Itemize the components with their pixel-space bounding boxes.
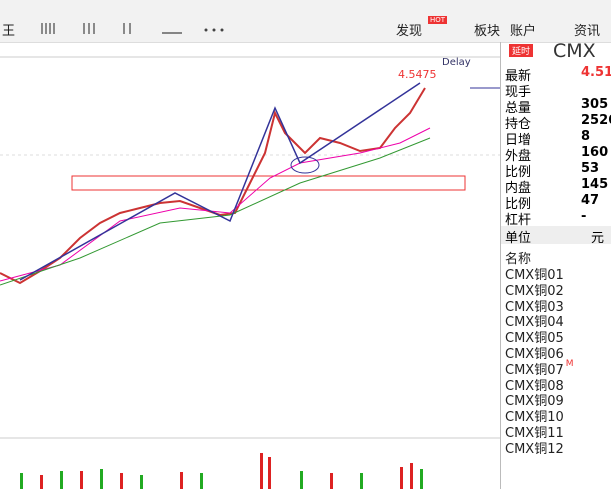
price-chart: Delay 4.5475 [0,56,500,489]
contract-item[interactable]: CMX铜02 [505,283,564,299]
quote-key: 杠杆 [505,213,532,228]
quote-value: 4.51 [581,65,611,80]
quote-row: 最新 4.51 [505,65,611,84]
quote-key: 日增 [505,133,532,148]
peak-label: 4.5475 [398,68,437,81]
quote-row: 内盘 145 [505,177,611,196]
contract-item[interactable]: CMX铜01 [505,268,564,283]
tab[interactable]: 资讯 [574,24,601,39]
price-line [0,87,426,285]
ma-line [0,137,431,286]
flag: M [565,358,574,369]
quote-value: 145 [581,177,609,192]
delay-label: Delay [442,57,471,68]
box [71,175,466,191]
list-header: 名称 [505,252,532,267]
quote-row: 比例 47 [505,193,611,212]
quote-value: - [581,209,587,224]
quote-row: 比例 53 [505,161,611,180]
quote-key: 内盘 [505,181,532,196]
contract-item[interactable]: CMX铜06 [505,347,564,362]
quote-key: 现手 [505,85,532,100]
quote-row: 外盘 160 [505,145,611,164]
quote-value: 8 [581,129,591,144]
contract-item[interactable]: CMX铜12 [505,441,564,457]
quote-value: 305 [581,97,609,112]
symbol: CMX [553,40,596,62]
quote-value: 53 [581,161,600,176]
quote-value: 160 [581,145,609,160]
ma-line [0,127,431,282]
circle-mark [290,156,320,174]
quote-key: 外盘 [505,149,532,164]
unit-label: 单位 [505,231,532,246]
quote-row: 杠杆 - [505,209,611,228]
tab[interactable]: 发现 [396,24,423,39]
quote-key: 最新 [505,69,532,84]
contract-item[interactable]: CMX铜07 M [505,358,574,378]
contract-item[interactable]: CMX铜09 [505,394,564,410]
quote-key: 持仓 [505,117,532,132]
contract-item[interactable]: CMX铜10 [505,410,564,426]
quote-row: 持仓 2526 [505,113,611,132]
quote-row: 日增 8 [505,129,611,148]
toolbar: 王 发现 HOT 板块 账户 资讯 [0,0,611,43]
contract-item[interactable]: CMX铜05 [505,331,564,347]
quote-value: 47 [581,193,600,208]
quote-panel: 延时 CMX 最新4.51现手总量305持仓2526日增8外盘160比例53内盘… [500,40,611,489]
quote-value: 2526 [581,113,611,128]
quote-row: 现手 [505,81,611,100]
trend-arrows [19,82,421,281]
unit-row: 单位 元 [501,226,611,246]
tab[interactable]: 账户 [510,24,537,39]
icon-button[interactable]: 王 [2,24,16,39]
quote-key: 总量 [505,101,532,116]
delay-badge: 延时 [509,44,534,57]
contract-item[interactable]: CMX铜03 [505,299,564,315]
contract-item[interactable]: CMX铜08 [505,378,564,394]
contract-item[interactable]: CMX铜11 [505,426,564,441]
volume-bars [20,469,423,489]
contract-item[interactable]: CMX铜04 [505,315,564,331]
tab[interactable]: 板块 [474,24,501,39]
hot-badge: HOT [428,16,448,24]
volume-bars [40,453,413,489]
quote-key: 比例 [505,165,532,180]
quote-row: 总量 305 [505,97,611,116]
unit-value: 元 [591,231,605,246]
toolbar-icons [41,23,224,34]
quote-key: 比例 [505,197,532,212]
